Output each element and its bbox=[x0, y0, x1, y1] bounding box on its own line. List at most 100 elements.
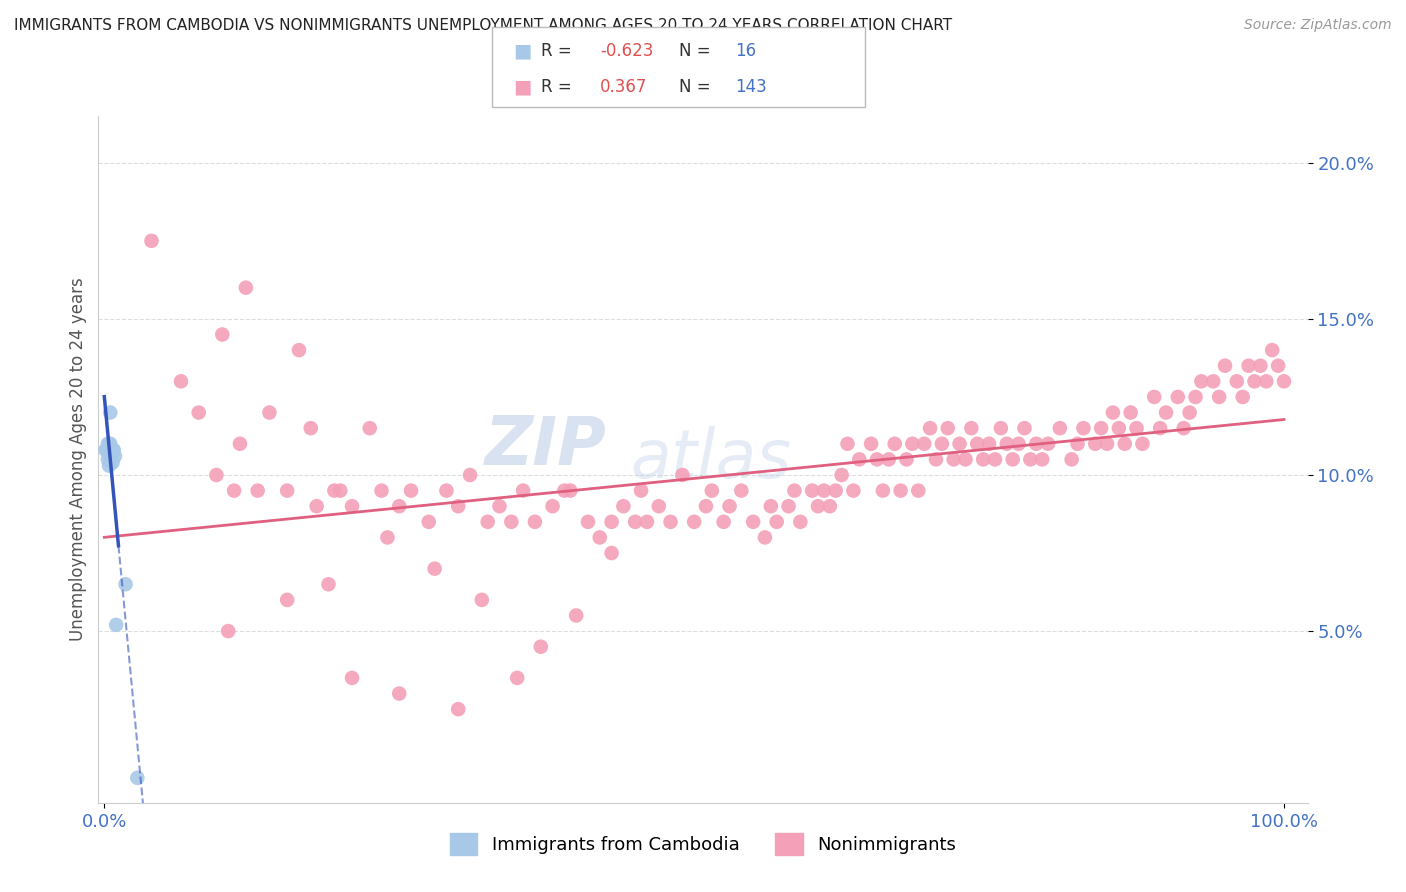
Point bbox=[105, 617, 128, 632]
Text: N =: N = bbox=[679, 42, 710, 60]
Point bbox=[896, 452, 918, 467]
Point bbox=[1256, 374, 1278, 388]
Point bbox=[276, 592, 298, 607]
Text: -0.623: -0.623 bbox=[600, 42, 654, 60]
Point bbox=[995, 436, 1018, 450]
Point bbox=[370, 483, 392, 498]
Point bbox=[1125, 421, 1147, 435]
Point bbox=[801, 483, 824, 498]
Point bbox=[1208, 390, 1230, 404]
Point bbox=[98, 446, 121, 460]
Point bbox=[329, 483, 352, 498]
Point bbox=[860, 436, 883, 450]
Point bbox=[990, 421, 1012, 435]
Point bbox=[866, 452, 889, 467]
Point bbox=[742, 515, 765, 529]
Point bbox=[1036, 436, 1059, 450]
Point bbox=[713, 515, 735, 529]
Text: ■: ■ bbox=[513, 42, 531, 61]
Point bbox=[98, 405, 121, 419]
Point bbox=[97, 452, 120, 467]
Point bbox=[765, 515, 787, 529]
Point bbox=[1031, 452, 1053, 467]
Point bbox=[1119, 405, 1142, 419]
Point bbox=[323, 483, 346, 498]
Point bbox=[458, 467, 481, 482]
Point bbox=[447, 500, 470, 514]
Point bbox=[890, 483, 912, 498]
Point bbox=[235, 280, 257, 294]
Point bbox=[1049, 421, 1071, 435]
Point bbox=[1272, 374, 1295, 388]
Point bbox=[170, 374, 193, 388]
Point bbox=[1014, 421, 1036, 435]
Point bbox=[103, 443, 125, 457]
Point bbox=[700, 483, 723, 498]
Point bbox=[1149, 421, 1171, 435]
Point bbox=[659, 515, 682, 529]
Point bbox=[418, 515, 440, 529]
Point bbox=[1173, 421, 1195, 435]
Point bbox=[388, 500, 411, 514]
Point bbox=[1084, 436, 1107, 450]
Point bbox=[718, 500, 741, 514]
Point bbox=[1114, 436, 1136, 450]
Point bbox=[1102, 405, 1125, 419]
Point bbox=[1189, 374, 1212, 388]
Point bbox=[98, 458, 121, 473]
Point bbox=[877, 452, 900, 467]
Point bbox=[824, 483, 846, 498]
Point bbox=[1167, 390, 1189, 404]
Point bbox=[1154, 405, 1177, 419]
Point bbox=[955, 452, 977, 467]
Point bbox=[907, 483, 929, 498]
Point bbox=[783, 483, 806, 498]
Point bbox=[501, 515, 523, 529]
Point bbox=[1019, 452, 1042, 467]
Point bbox=[98, 436, 121, 450]
Point bbox=[807, 500, 830, 514]
Point bbox=[205, 467, 228, 482]
Point bbox=[1143, 390, 1166, 404]
Point bbox=[114, 577, 136, 591]
Text: Source: ZipAtlas.com: Source: ZipAtlas.com bbox=[1244, 18, 1392, 32]
Point bbox=[1108, 421, 1130, 435]
Point bbox=[872, 483, 894, 498]
Text: N =: N = bbox=[679, 78, 710, 95]
Point bbox=[340, 500, 363, 514]
Point bbox=[671, 467, 693, 482]
Point bbox=[318, 577, 340, 591]
Point bbox=[1095, 436, 1118, 450]
Text: ■: ■ bbox=[513, 78, 531, 96]
Point bbox=[512, 483, 534, 498]
Point bbox=[1202, 374, 1225, 388]
Point bbox=[984, 452, 1007, 467]
Point bbox=[359, 421, 381, 435]
Point bbox=[565, 608, 588, 623]
Text: atlas: atlas bbox=[630, 426, 792, 492]
Point bbox=[600, 546, 623, 560]
Point bbox=[1267, 359, 1289, 373]
Point bbox=[1261, 343, 1284, 357]
Point bbox=[1243, 374, 1265, 388]
Point bbox=[883, 436, 905, 450]
Point bbox=[101, 455, 124, 469]
Point bbox=[1025, 436, 1047, 450]
Point bbox=[972, 452, 994, 467]
Point bbox=[141, 234, 163, 248]
Point bbox=[1060, 452, 1083, 467]
Point bbox=[436, 483, 458, 498]
Point bbox=[818, 500, 841, 514]
Point bbox=[942, 452, 965, 467]
Point bbox=[831, 467, 853, 482]
Point bbox=[1132, 436, 1154, 450]
Point bbox=[553, 483, 575, 498]
Point bbox=[759, 500, 782, 514]
Point bbox=[377, 530, 399, 544]
Point bbox=[523, 515, 546, 529]
Point bbox=[630, 483, 652, 498]
Text: R =: R = bbox=[541, 78, 572, 95]
Point bbox=[530, 640, 553, 654]
Point bbox=[931, 436, 953, 450]
Point bbox=[100, 446, 122, 460]
